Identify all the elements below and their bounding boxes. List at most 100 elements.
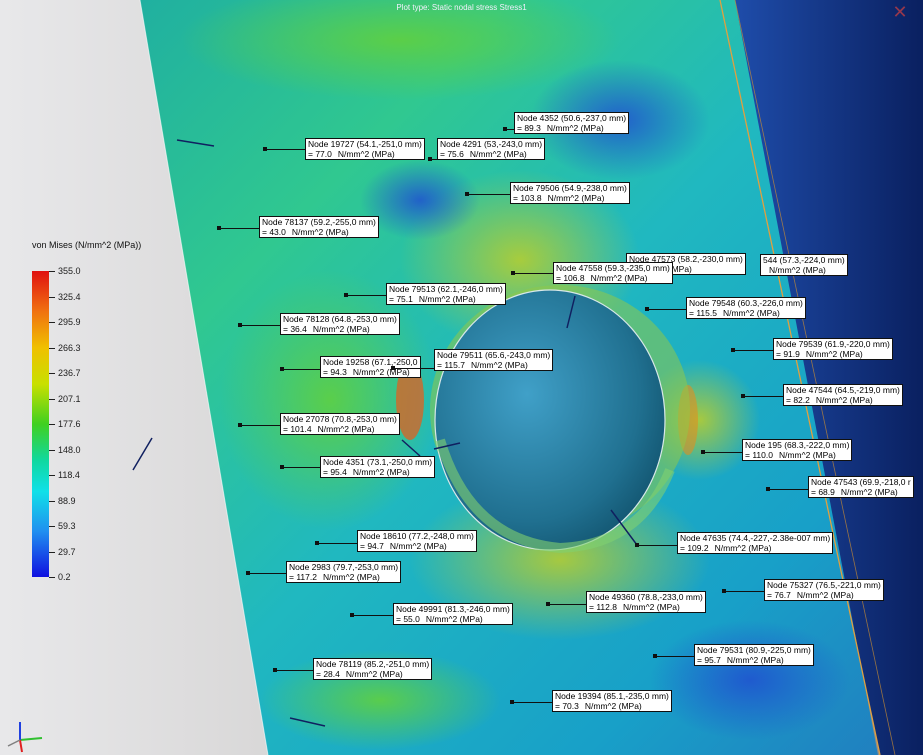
- probe-label[interactable]: Node 49991 (81.3,-246,0 mm) = 55.0 N/mm^2 …: [393, 603, 513, 625]
- probe-value: = 115.7: [437, 360, 465, 370]
- probe-value: = 36.4: [283, 324, 307, 334]
- probe-node-text: 544 (57.3,-224,0 mm): [763, 255, 845, 265]
- probe-label[interactable]: Node 18610 (77.2,-248,0 mm) = 94.7 N/mm^2 …: [357, 530, 477, 552]
- probe-label[interactable]: Node 2983 (79.7,-253,0 mm) = 117.2 N/mm^2 …: [286, 561, 402, 583]
- probe-label[interactable]: Node 79513 (62.1,-246,0 mm) = 75.1 N/mm^2 …: [386, 283, 506, 305]
- probe-value-line: = 95.4 N/mm^2 (MPa): [323, 467, 432, 477]
- probe-value-line: = 70.3 N/mm^2 (MPa): [555, 701, 669, 711]
- probe-label[interactable]: Node 4351 (73.1,-250,0 mm) = 95.4 N/mm^2 (…: [320, 456, 436, 478]
- legend-tick: [49, 577, 55, 578]
- probe-value: = 101.4: [283, 424, 312, 434]
- probe-label[interactable]: Node 75327 (76.5,-221,0 mm) = 76.7 N/mm^2 …: [764, 579, 884, 601]
- probe-label[interactable]: Node 47635 (74.4,-227,-2.38e-007 mm) = 10…: [677, 532, 834, 554]
- legend-tick: [49, 271, 55, 272]
- probe-unit: N/mm^2 (MPa): [317, 424, 375, 434]
- probe-label[interactable]: Node 78128 (64.8,-253,0 mm) = 36.4 N/mm^2 …: [280, 313, 400, 335]
- probe-leader-line: [703, 452, 742, 453]
- probe-value-line: = 95.7 N/mm^2 (MPa): [697, 655, 811, 665]
- probe-node-text: Node 195 (68.3,-222,0 mm): [745, 440, 850, 450]
- legend-tick: [49, 551, 55, 553]
- probe-leader-line: [637, 545, 677, 546]
- legend-label: 355.0: [58, 266, 81, 276]
- probe-label[interactable]: Node 47544 (64.5,-219,0 mm) = 82.2 N/mm^2 …: [783, 384, 903, 406]
- legend-label: 207.1: [58, 393, 81, 404]
- probe-node-text: Node 47558 (59.3,-235,0 mm): [556, 263, 670, 273]
- probe-value: = 75.6: [440, 149, 464, 159]
- probe-value-line: = 43.0 N/mm^2 (MPa): [262, 227, 376, 237]
- probe-value: = 55.0: [396, 614, 420, 624]
- probe-value-line: = 36.4 N/mm^2 (MPa): [283, 324, 397, 334]
- probe-value: = 94.3: [323, 367, 347, 377]
- probe-label[interactable]: Node 19727 (54.1,-251,0 mm) = 77.0 N/mm^2 …: [305, 138, 425, 160]
- probe-node-text: Node 75327 (76.5,-221,0 mm): [767, 580, 881, 590]
- probe-label[interactable]: Node 79511 (65.6,-243,0 mm) = 115.7 N/mm^2…: [434, 349, 554, 371]
- probe-leader-line: [512, 702, 552, 703]
- probe-label[interactable]: Node 79531 (80.9,-225,0 mm) = 95.7 N/mm^2 …: [694, 644, 814, 666]
- legend-label: 0.2: [58, 572, 71, 582]
- legend-color-bar: [32, 271, 49, 577]
- probe-value: = 94.7: [360, 541, 384, 551]
- probe-label[interactable]: 544 (57.3,-224,0 mm) N/mm^2 (MPa): [760, 254, 848, 276]
- probe-leader-line: [733, 350, 773, 351]
- probe-unit: N/mm^2 (MPa): [345, 669, 403, 679]
- probe-unit: N/mm^2 (MPa): [840, 487, 898, 497]
- probe-value-line: N/mm^2 (MPa): [763, 265, 845, 275]
- probe-leader-line: [265, 149, 305, 150]
- probe-value: = 68.9: [811, 487, 835, 497]
- probe-value: = 106.8: [556, 273, 585, 283]
- probe-unit: N/mm^2 (MPa): [389, 541, 447, 551]
- probe-label[interactable]: Node 19394 (85.1,-235,0 mm) = 70.3 N/mm^2 …: [552, 690, 672, 712]
- probe-value: = 109.2: [680, 543, 709, 553]
- probe-label[interactable]: Node 78119 (85.2,-251,0 mm) = 28.4 N/mm^2 …: [313, 658, 433, 680]
- probe-unit: N/mm^2 (MPa): [470, 360, 528, 370]
- probe-label[interactable]: Node 27078 (70.8,-253,0 mm) = 101.4 N/mm^2…: [280, 413, 400, 435]
- probe-label[interactable]: Node 79539 (61.9,-220,0 mm) = 91.9 N/mm^2 …: [773, 338, 893, 360]
- legend-label: 29.7: [58, 546, 76, 557]
- legend-title: von Mises (N/mm^2 (MPa)): [32, 240, 142, 250]
- probe-node-text: Node 47544 (64.5,-219,0 mm): [786, 385, 900, 395]
- probe-node-text: Node 27078 (70.8,-253,0 mm): [283, 414, 397, 424]
- legend-label: 325.4: [58, 291, 81, 302]
- legend-tick: [49, 526, 55, 527]
- probe-leader-line: [346, 295, 386, 296]
- probe-unit: N/mm^2 (MPa): [622, 602, 680, 612]
- probe-node-text: Node 19258 (67.1,-250,0: [323, 357, 418, 367]
- probe-value: = 91.9: [776, 349, 800, 359]
- probe-value-line: = 77.0 N/mm^2 (MPa): [308, 149, 422, 159]
- probe-value-line: = 55.0 N/mm^2 (MPa): [396, 614, 510, 624]
- probe-label[interactable]: Node 49360 (78.8,-233,0 mm) = 112.8 N/mm^2…: [586, 591, 706, 613]
- probe-node-text: Node 47635 (74.4,-227,-2.38e-007 mm): [680, 533, 831, 543]
- probe-node-text: Node 78137 (59.2,-255,0 mm): [262, 217, 376, 227]
- probe-value: = 75.1: [389, 294, 413, 304]
- probe-unit: N/mm^2 (MPa): [714, 543, 772, 553]
- probe-label[interactable]: Node 79548 (60.3,-226,0 mm) = 115.5 N/mm^2…: [686, 297, 806, 319]
- probe-value-line: = 76.7 N/mm^2 (MPa): [767, 590, 881, 600]
- legend-tick: [49, 322, 55, 323]
- probe-unit: N/mm^2 (MPa): [418, 294, 476, 304]
- legend-ticks: [49, 271, 57, 578]
- close-icon[interactable]: ✕: [892, 2, 908, 22]
- probe-label[interactable]: Node 4291 (53,-243,0 mm) = 75.6 N/mm^2 (MP…: [437, 138, 546, 160]
- probe-unit: N/mm^2 (MPa): [796, 590, 854, 600]
- probe-unit: N/mm^2 (MPa): [722, 308, 780, 318]
- probe-label[interactable]: Node 19258 (67.1,-250,0 = 94.3 N/mm^2 (MPa…: [320, 356, 421, 378]
- axis-triad-icon: [7, 722, 43, 753]
- probe-value: = 82.2: [786, 395, 810, 405]
- probe-leader-line: [393, 368, 434, 369]
- probe-leader-line: [430, 159, 437, 160]
- probe-unit: N/mm^2 (MPa): [778, 450, 836, 460]
- probe-label[interactable]: Node 47558 (59.3,-235,0 mm) = 106.8 N/mm^2…: [553, 262, 673, 284]
- probe-label[interactable]: Node 4352 (50.6,-237,0 mm) = 89.3 N/mm^2 (…: [514, 112, 630, 134]
- probe-value-line: = 101.4 N/mm^2 (MPa): [283, 424, 397, 434]
- probe-label[interactable]: Node 195 (68.3,-222,0 mm) = 110.0 N/mm^2 (…: [742, 439, 853, 461]
- probe-label[interactable]: Node 78137 (59.2,-255,0 mm) = 43.0 N/mm^2 …: [259, 216, 379, 238]
- probe-value-line: = 112.8 N/mm^2 (MPa): [589, 602, 703, 612]
- probe-value: = 117.2: [289, 572, 317, 582]
- probe-label[interactable]: Node 79506 (54.9,-238,0 mm) = 103.8 N/mm^2…: [510, 182, 630, 204]
- probe-label[interactable]: Node 47543 (69.9,-218,0 r = 68.9 N/mm^2 (M…: [808, 476, 914, 498]
- probe-value: = 43.0: [262, 227, 286, 237]
- probe-leader-line: [513, 273, 553, 274]
- probe-value: = 115.5: [689, 308, 717, 318]
- legend-tick: [49, 347, 55, 349]
